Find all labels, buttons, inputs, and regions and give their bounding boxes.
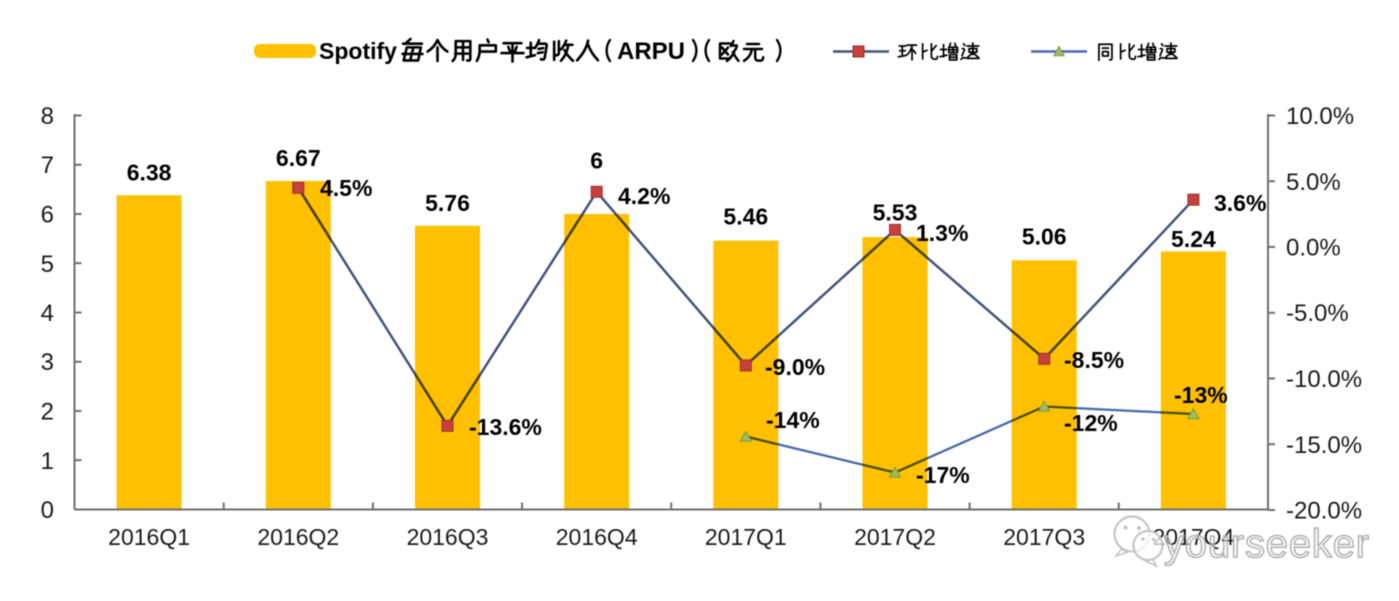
svg-text:2016Q1: 2016Q1 [108,524,190,550]
svg-text:yourseeker: yourseeker [1164,522,1370,566]
svg-text:2017Q3: 2017Q3 [1003,524,1085,550]
svg-text:10.0%: 10.0% [1286,103,1354,130]
svg-text:1.3%: 1.3% [916,220,968,246]
svg-text:ARPU: ARPU [617,38,685,65]
svg-text:5.0%: 5.0% [1286,169,1341,196]
svg-text:8: 8 [41,103,54,130]
svg-text:3: 3 [41,349,54,376]
svg-text:5.06: 5.06 [1022,224,1067,250]
svg-text:-8.5%: -8.5% [1064,347,1124,373]
svg-text:-13.6%: -13.6% [469,414,542,440]
svg-text:3.6%: 3.6% [1214,190,1266,216]
svg-text:0: 0 [41,497,54,524]
svg-text:-13%: -13% [1174,382,1228,408]
svg-text:2017Q1: 2017Q1 [705,524,787,550]
svg-text:4.5%: 4.5% [320,175,372,201]
svg-text:5.76: 5.76 [425,190,470,216]
svg-text:-15.0%: -15.0% [1286,432,1362,459]
svg-text:6.67: 6.67 [276,145,321,171]
svg-text:2016Q2: 2016Q2 [257,524,339,550]
svg-text:1: 1 [41,448,54,475]
svg-text:-12%: -12% [1064,410,1118,436]
svg-text:-14%: -14% [766,407,820,433]
svg-text:0.0%: 0.0% [1286,235,1341,262]
svg-text:7: 7 [41,152,54,179]
svg-text:Spotify: Spotify [319,38,397,64]
svg-text:-9.0%: -9.0% [765,354,825,380]
svg-text:5: 5 [41,251,54,278]
svg-text:-20.0%: -20.0% [1286,498,1362,525]
svg-text:2017Q2: 2017Q2 [854,524,936,550]
svg-text:5.53: 5.53 [873,200,918,226]
svg-text:5.24: 5.24 [1171,226,1216,252]
svg-text:6: 6 [590,147,603,173]
svg-text:4: 4 [41,300,54,327]
svg-text:6.38: 6.38 [127,159,172,185]
svg-text:-10.0%: -10.0% [1286,366,1362,393]
svg-text:6: 6 [41,202,54,229]
svg-text:-5.0%: -5.0% [1286,300,1349,327]
svg-text:-17%: -17% [916,462,970,488]
svg-text:4.2%: 4.2% [618,183,670,209]
svg-text:2: 2 [41,399,54,426]
svg-text:5.46: 5.46 [723,204,768,230]
svg-text:2017Q4: 2017Q4 [1152,524,1234,550]
svg-text:2016Q4: 2016Q4 [556,524,638,550]
svg-text:2016Q3: 2016Q3 [407,524,489,550]
